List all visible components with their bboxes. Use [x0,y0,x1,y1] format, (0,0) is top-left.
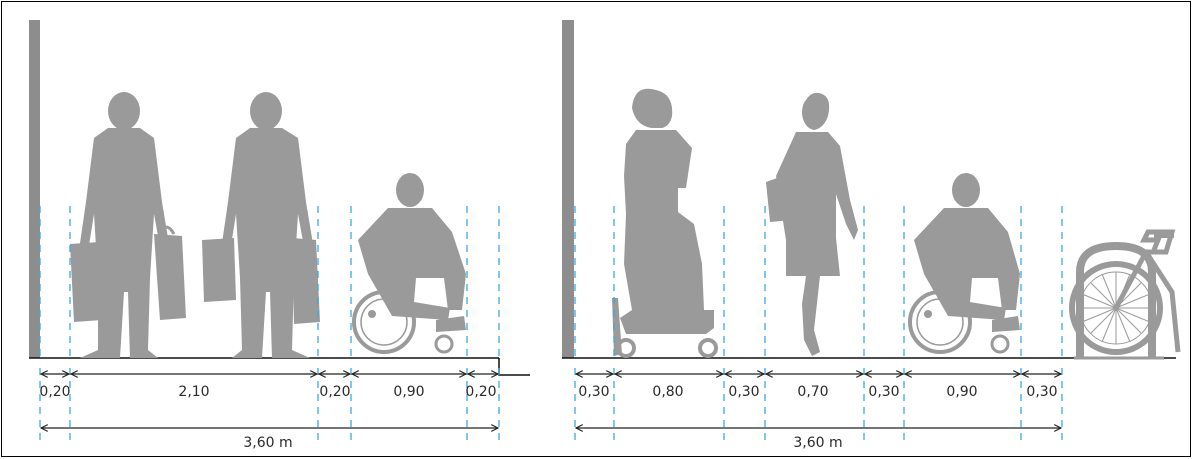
bicycle-at-rack-icon [1069,229,1181,360]
right-total-label: 3,60 m [793,435,842,451]
left-segment-label: 0,20 [319,384,350,400]
wheelchair-user-icon [352,173,466,354]
man-with-shopping-bags-icon [202,92,320,358]
right-segment-label: 0,30 [868,384,899,400]
wheelchair-user-icon [908,173,1020,354]
left-wall [29,20,40,358]
man-with-shopping-bags-icon [70,92,186,358]
left-panel [29,20,530,376]
right-wall [562,20,574,358]
right-segment-label: 0,30 [578,384,609,400]
dimension-lines [41,374,1061,428]
left-total-label: 3,60 m [243,435,292,451]
right-segment-label: 0,30 [1026,384,1057,400]
right-segment-label: 0,30 [728,384,759,400]
left-curb [498,358,530,376]
left-segment-label: 0,20 [465,384,496,400]
right-segment-label: 0,70 [797,384,828,400]
woman-with-stroller-icon [612,88,718,358]
left-segment-label: 0,90 [393,384,424,400]
left-segment-label: 2,10 [178,384,209,400]
right-segment-label: 0,80 [652,384,683,400]
right-segment-label: 0,90 [946,384,977,400]
left-segment-label: 0,20 [39,384,70,400]
walking-woman-icon [766,92,858,356]
right-panel [562,20,1181,360]
